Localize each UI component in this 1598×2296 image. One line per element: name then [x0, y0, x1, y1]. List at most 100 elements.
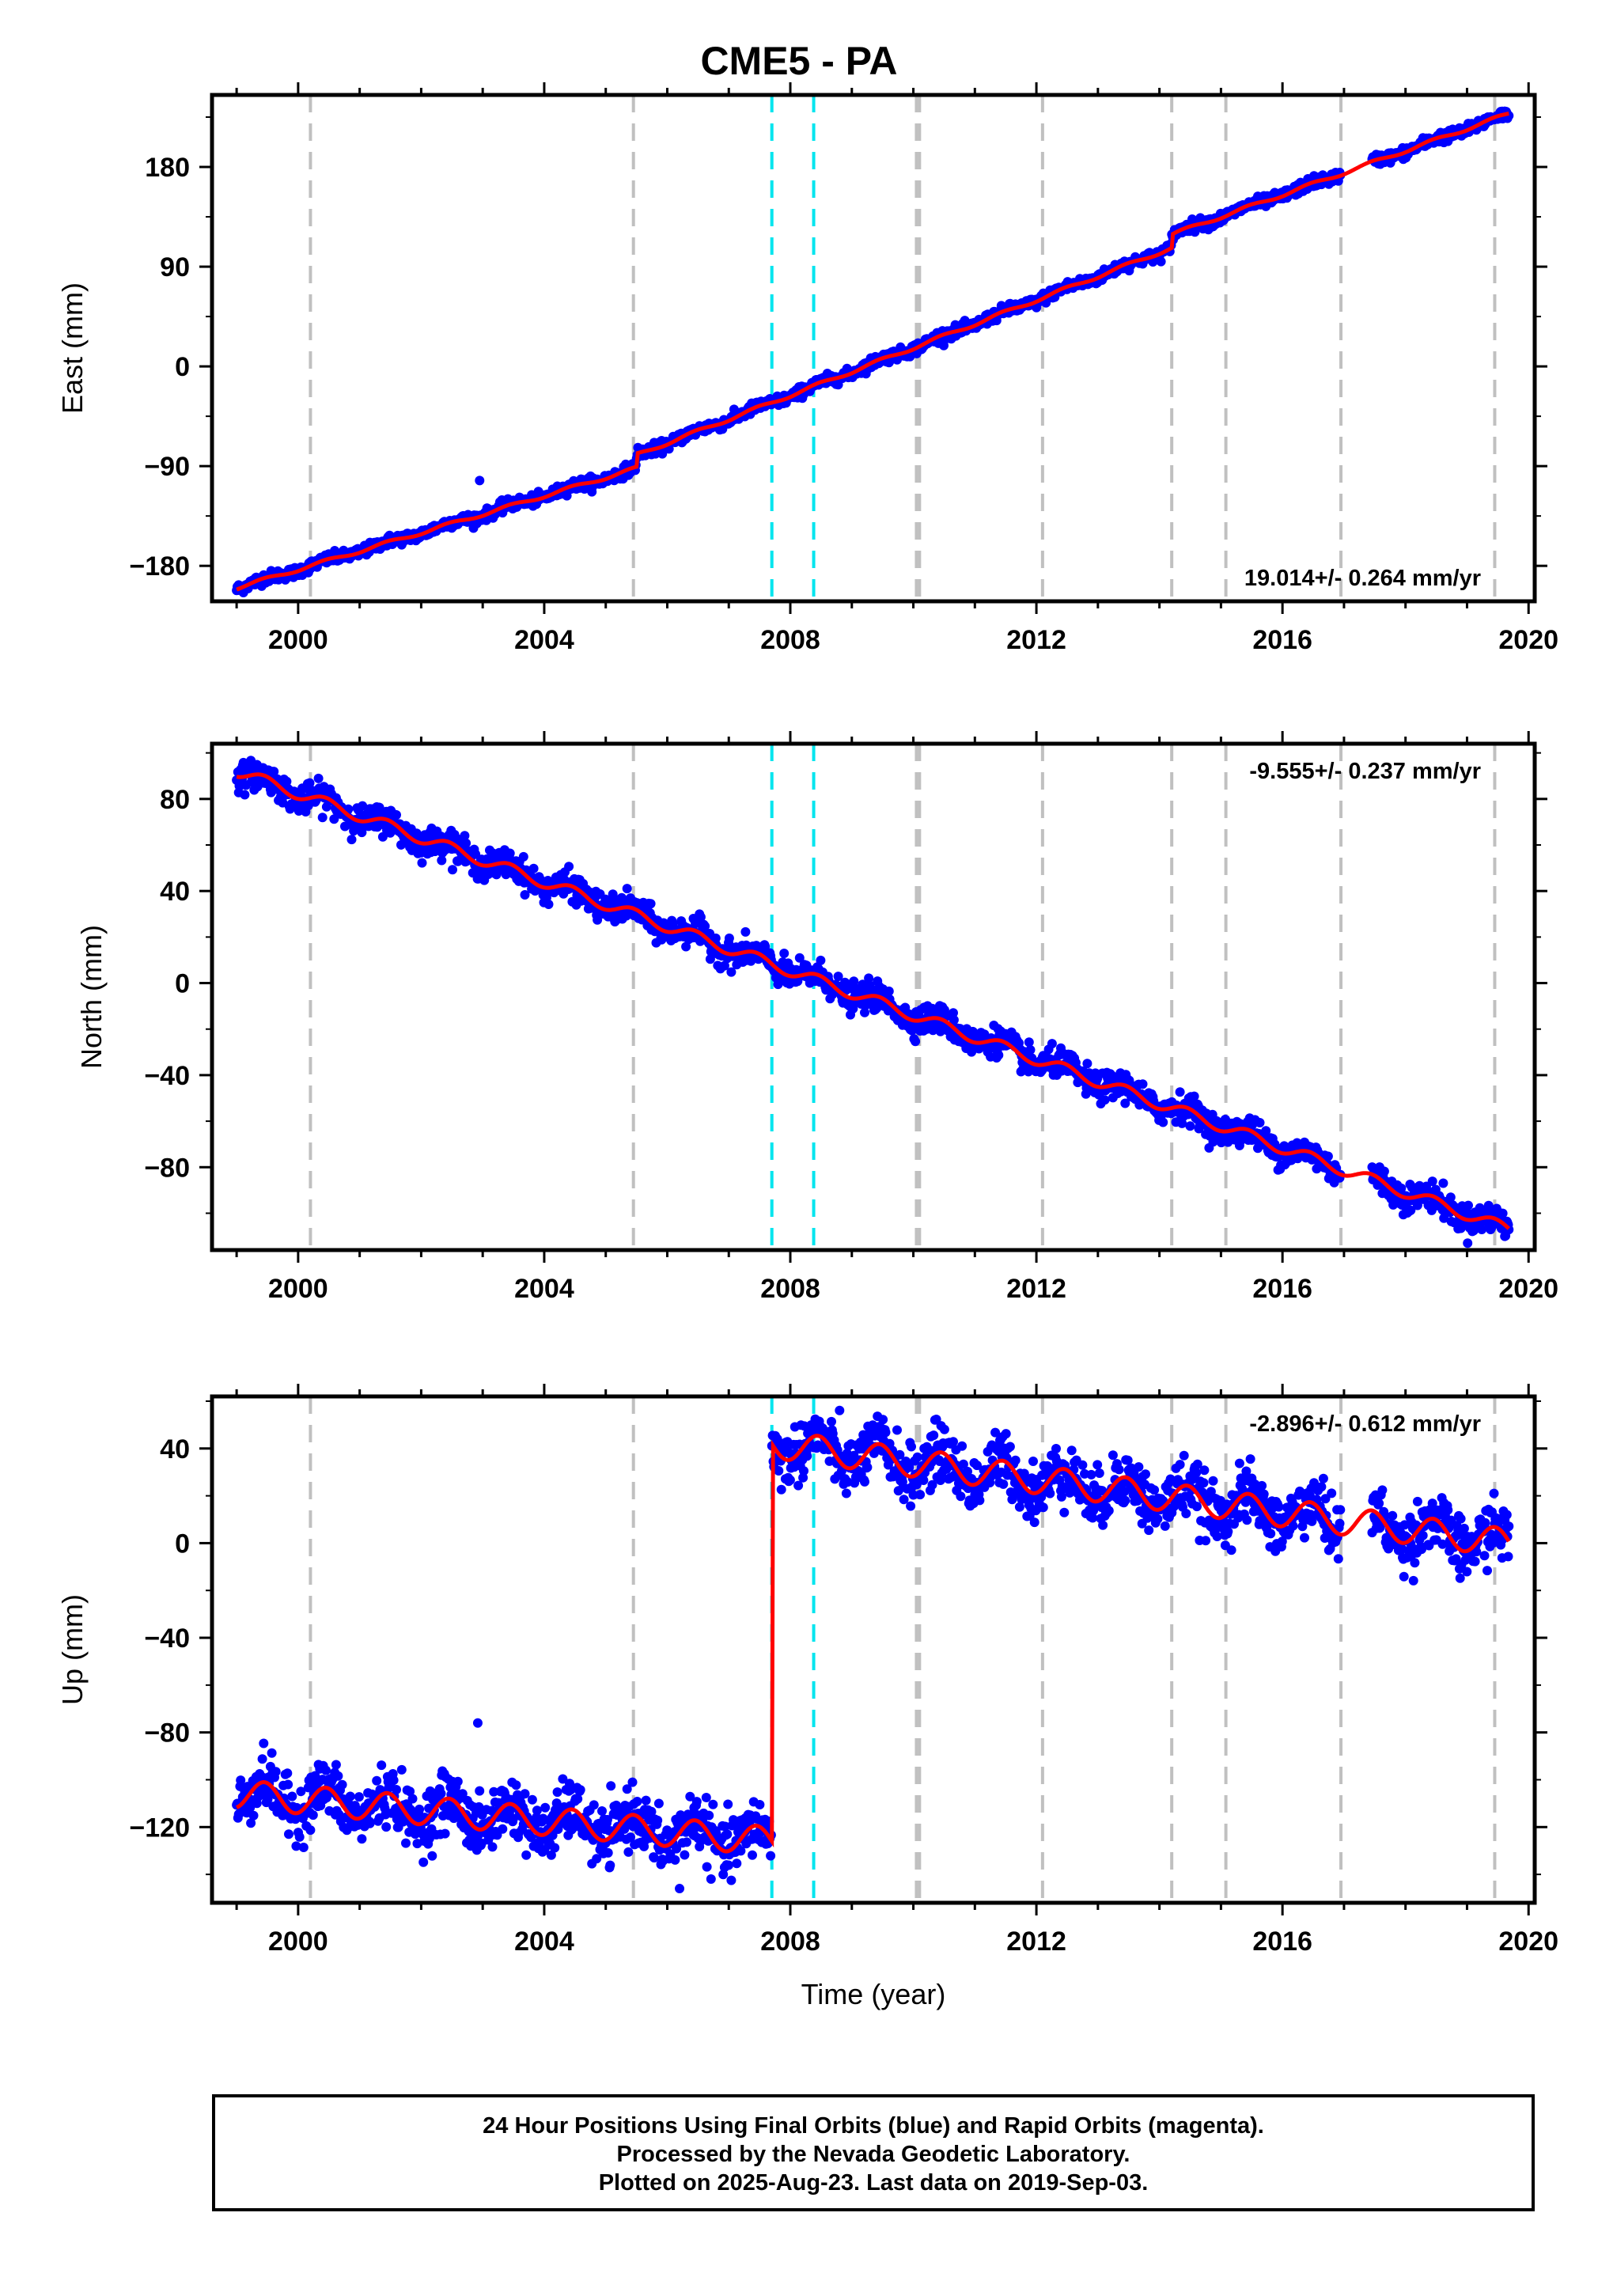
data-point [785, 1475, 795, 1485]
x-tick-label: 2012 [1006, 1274, 1066, 1304]
data-point [511, 1780, 521, 1790]
data-point [779, 949, 790, 958]
data-point [337, 1779, 347, 1790]
x-tick-label: 2020 [1498, 625, 1558, 655]
data-point [550, 1843, 560, 1853]
data-point [641, 1795, 651, 1805]
x-tick-label: 2016 [1252, 625, 1312, 655]
data-point [282, 1768, 293, 1779]
data-point [702, 1862, 712, 1872]
y-tick-label: 0 [175, 969, 190, 999]
data-point [475, 475, 485, 486]
x-tick-label: 2000 [268, 625, 328, 655]
data-point [1464, 1200, 1473, 1211]
data-point [755, 1800, 765, 1809]
data-point [240, 790, 250, 800]
y-axis-label: East (mm) [56, 282, 89, 414]
data-point [701, 1793, 711, 1802]
data-point [427, 1851, 437, 1861]
data-point [521, 1850, 532, 1860]
data-point [649, 1853, 659, 1863]
x-tick-label: 2000 [268, 1274, 328, 1304]
data-point [294, 1832, 305, 1842]
data-point [287, 1791, 297, 1802]
x-tick-label: 2004 [514, 1274, 574, 1304]
data-point [528, 863, 539, 873]
data-point [440, 1828, 450, 1839]
data-point [827, 1416, 836, 1426]
x-tick-label: 2020 [1498, 1274, 1558, 1304]
data-point [835, 1405, 845, 1415]
y-tick-label: −180 [129, 551, 190, 582]
y-tick-label: −90 [144, 452, 190, 482]
data-point [381, 1822, 392, 1832]
data-point [305, 1825, 316, 1836]
data-point [906, 1501, 916, 1511]
data-point [527, 1794, 537, 1805]
data-point [401, 1838, 411, 1848]
data-point [722, 1829, 733, 1839]
data-point [453, 1776, 463, 1786]
data-point [377, 1760, 387, 1771]
data-point [575, 1785, 585, 1795]
data-point [748, 1850, 757, 1860]
data-point [1158, 1117, 1168, 1127]
data-point [498, 1824, 508, 1834]
data-point [860, 1476, 869, 1487]
y-tick-label: 0 [175, 352, 190, 382]
data-point [1438, 1178, 1448, 1188]
data-point [475, 1786, 485, 1796]
velocity-annotation: -9.555+/- 0.237 mm/yr [1249, 759, 1481, 784]
y-tick-label: −40 [144, 1061, 190, 1091]
data-point [461, 838, 471, 848]
data-point [436, 1789, 446, 1798]
data-point [878, 1415, 888, 1425]
data-point [365, 1818, 375, 1828]
data-point [597, 1806, 607, 1816]
data-point [392, 1785, 401, 1794]
data-point [417, 858, 427, 868]
data-point [487, 1842, 498, 1852]
x-tick-label: 2008 [760, 625, 820, 655]
data-point [726, 1875, 737, 1885]
data-point [1463, 1238, 1473, 1248]
data-points [232, 756, 1514, 1248]
data-point [975, 1495, 985, 1506]
plot-frame [210, 93, 1537, 604]
data-point [939, 340, 949, 350]
data-point [388, 1775, 399, 1786]
y-tick-label: 90 [160, 252, 190, 282]
data-point [552, 1787, 562, 1798]
data-point [816, 955, 826, 965]
data-point [915, 1490, 926, 1500]
data-point [418, 1857, 429, 1867]
data-point [949, 1437, 958, 1447]
data-point [704, 1810, 714, 1821]
data-point [862, 1462, 873, 1472]
data-point [415, 1804, 425, 1814]
data-point [632, 1797, 642, 1806]
y-axis-label: North (mm) [75, 925, 108, 1069]
data-point [283, 1779, 293, 1790]
data-point [994, 1050, 1004, 1060]
data-point [1100, 1095, 1110, 1105]
data-point [259, 1738, 269, 1749]
data-point [957, 1441, 968, 1451]
data-point [448, 865, 457, 875]
data-point [372, 1775, 382, 1786]
data-point [912, 1452, 922, 1462]
data-point [1255, 1118, 1265, 1127]
data-point [1156, 256, 1166, 267]
data-point [880, 1427, 891, 1438]
data-point [774, 1466, 784, 1476]
data-point [257, 1754, 267, 1764]
data-point [1323, 1151, 1333, 1161]
y-tick-label: −80 [144, 1153, 190, 1183]
data-point [532, 1805, 542, 1816]
data-point [1175, 1087, 1185, 1097]
data-point [407, 1794, 418, 1804]
data-point [646, 899, 656, 909]
data-point [653, 1815, 663, 1825]
